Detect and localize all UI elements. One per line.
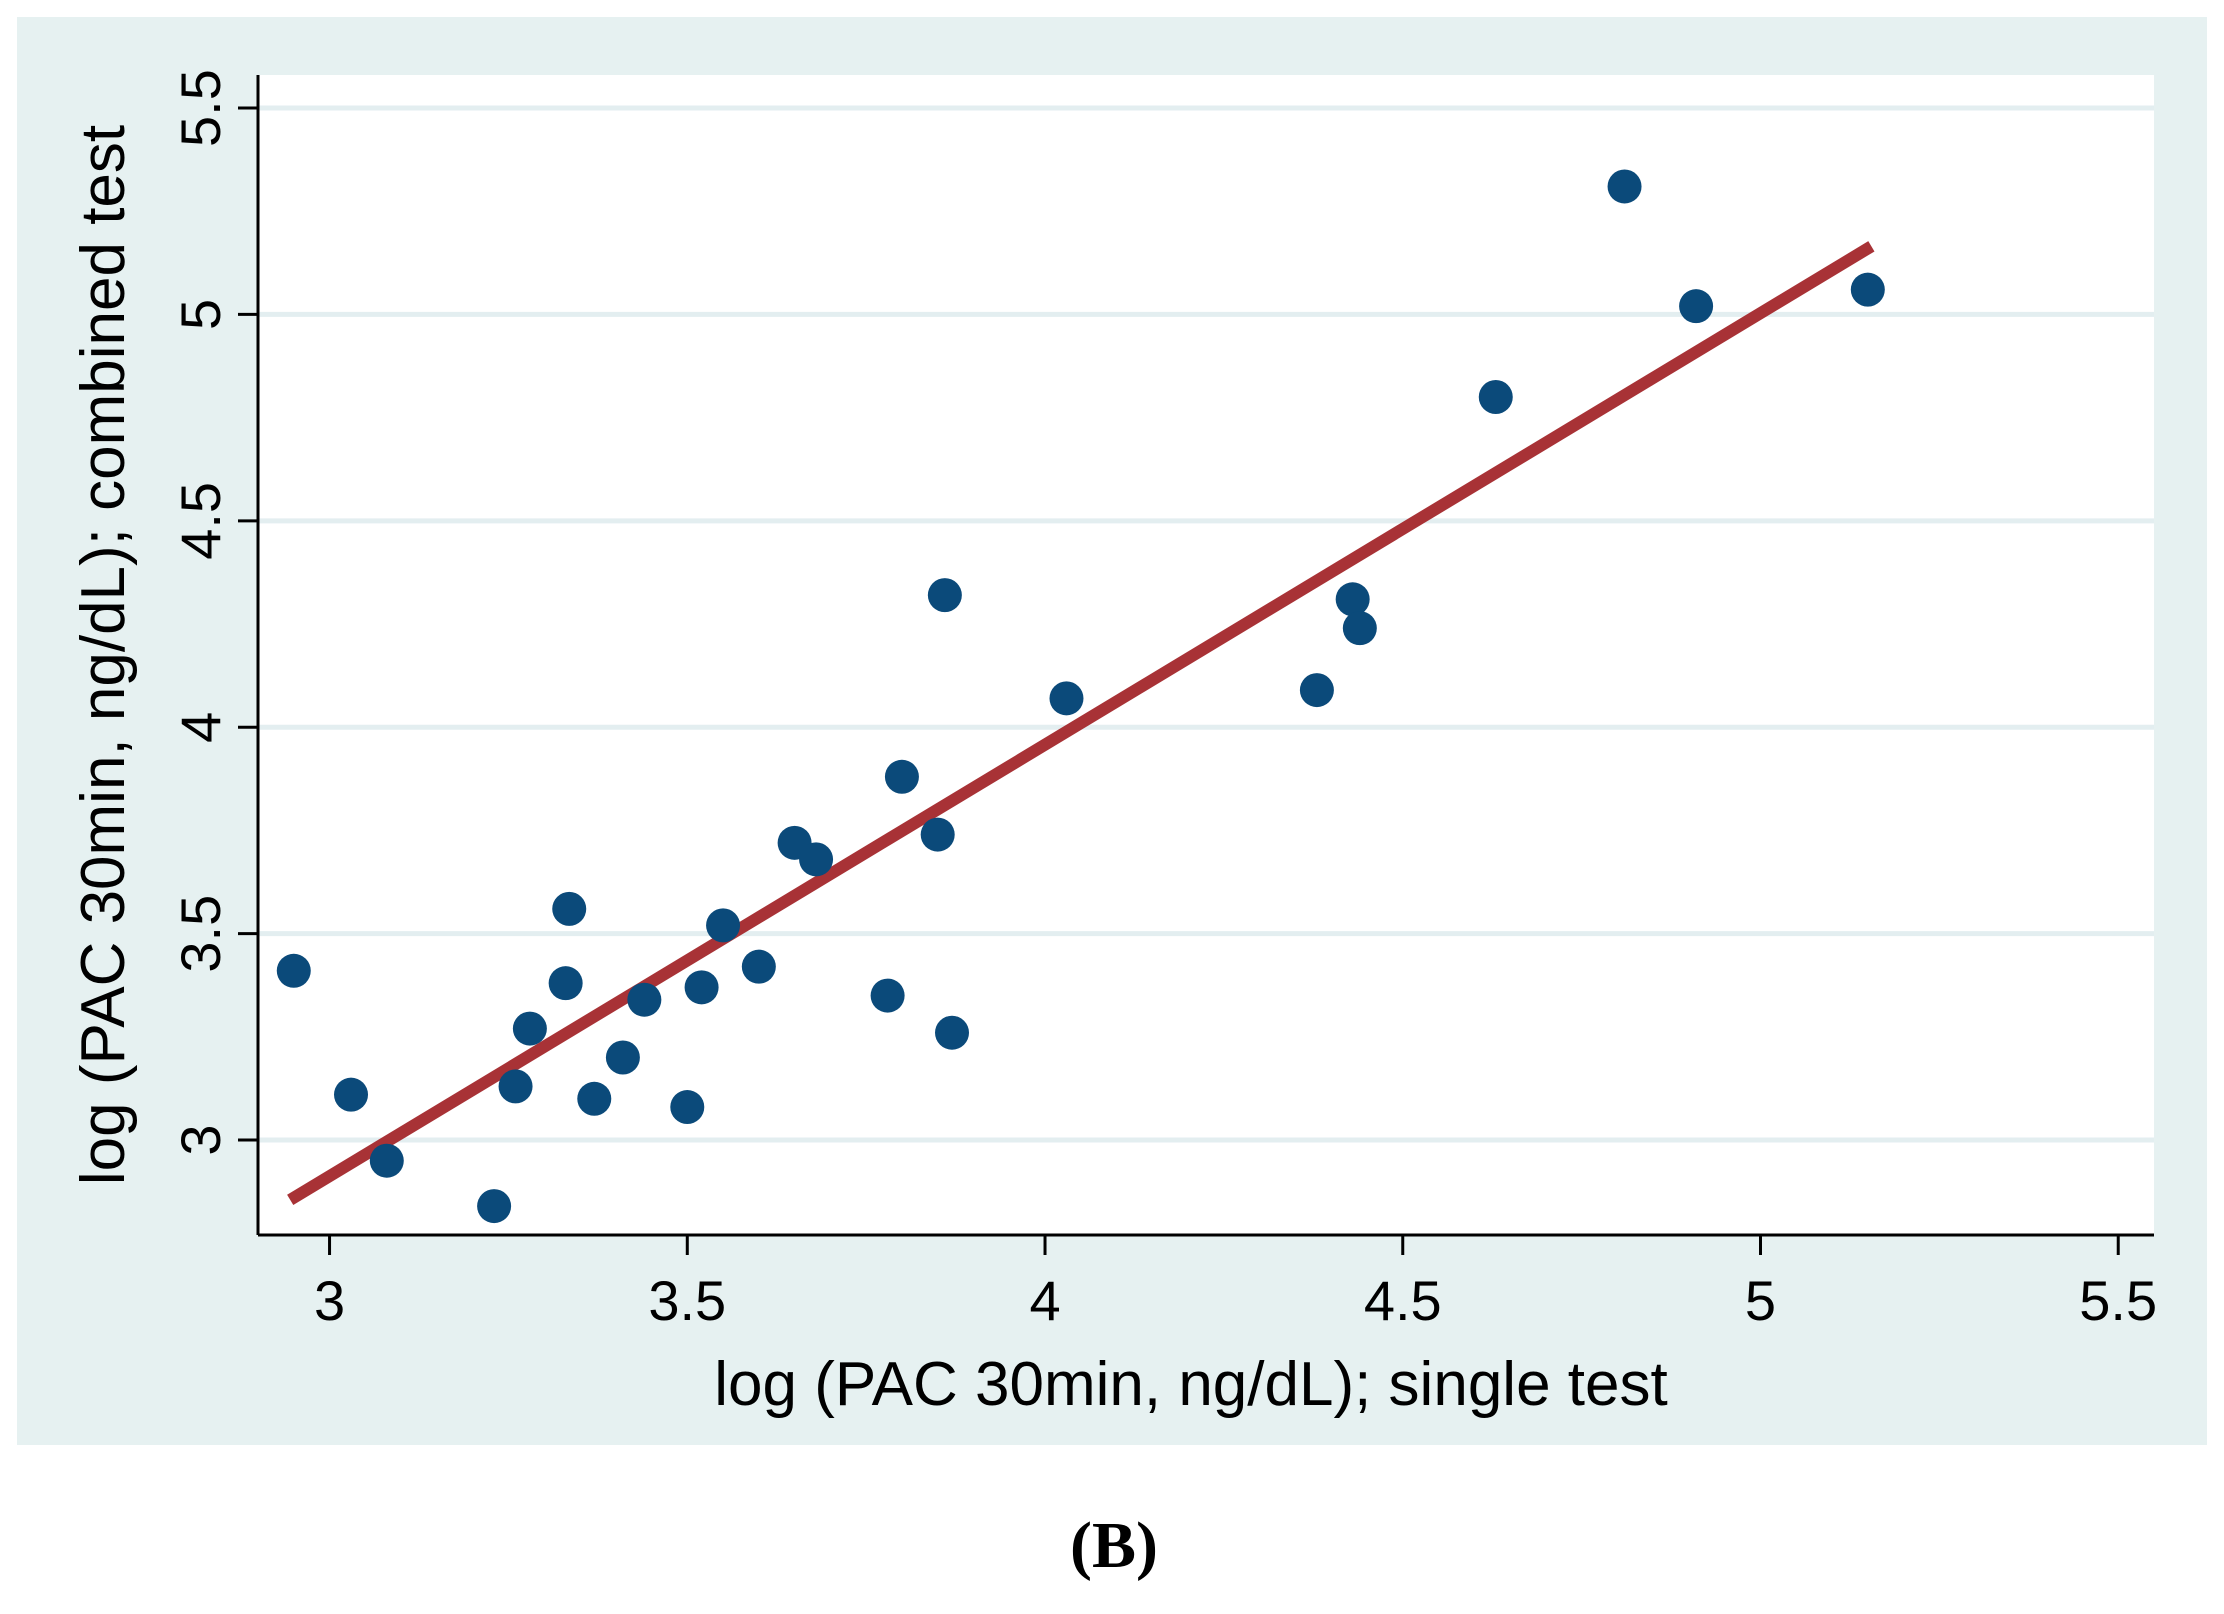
data-point-13 [706, 908, 741, 943]
data-point-1 [334, 1077, 369, 1112]
x-tick-label-3: 4.5 [1364, 1269, 1442, 1332]
x-tick-label-0: 3 [314, 1269, 345, 1332]
data-point-27 [1607, 169, 1642, 204]
data-point-20 [927, 578, 962, 613]
data-point-7 [552, 891, 587, 926]
data-point-18 [884, 759, 919, 794]
data-point-23 [1299, 673, 1334, 708]
data-point-25 [1342, 611, 1377, 646]
data-point-19 [920, 817, 955, 852]
fit-line-layer [287, 241, 1875, 1206]
fit-line [287, 241, 1875, 1206]
y-tick-label-1: 3.5 [169, 895, 232, 973]
data-point-12 [684, 970, 719, 1005]
data-point-8 [577, 1081, 612, 1116]
y-tick-label-3: 4.5 [169, 482, 232, 560]
data-point-6 [548, 966, 583, 1001]
data-point-9 [605, 1040, 640, 1075]
data-point-26 [1478, 379, 1513, 414]
y-tick-label-5: 5.5 [169, 69, 232, 147]
data-point-29 [1850, 272, 1885, 307]
data-point-22 [1049, 681, 1084, 716]
data-point-11 [670, 1090, 705, 1125]
x-tick-label-4: 5 [1745, 1269, 1776, 1332]
x-axis-label: log (PAC 30min, ng/dL); single test [714, 1350, 1667, 1419]
x-tick-label-5: 5.5 [2079, 1269, 2157, 1332]
data-point-28 [1679, 289, 1714, 324]
grid-layer [258, 105, 2154, 1143]
data-point-10 [627, 982, 662, 1017]
data-point-4 [498, 1069, 533, 1104]
y-tick-label-0: 3 [169, 1124, 232, 1155]
y-tick-label-4: 5 [169, 299, 232, 330]
y-axis-label: log (PAC 30min, ng/dL); combined test [69, 125, 138, 1185]
data-point-21 [935, 1015, 970, 1050]
axis-layer: 3 3.5 4 4.5 5 5.5 3 3.5 4 4.5 5 5.5 [169, 69, 2157, 1332]
data-point-16 [799, 842, 834, 877]
data-point-0 [276, 953, 311, 988]
data-point-17 [870, 978, 905, 1013]
data-point-3 [477, 1189, 512, 1224]
data-point-14 [741, 949, 776, 984]
point-layer [276, 169, 1885, 1224]
data-point-24 [1335, 582, 1370, 617]
y-tick-label-2: 4 [169, 712, 232, 743]
data-point-5 [512, 1011, 547, 1046]
data-point-2 [369, 1143, 404, 1178]
panel-label: (B) [1070, 1509, 1158, 1582]
x-tick-label-1: 3.5 [648, 1269, 726, 1332]
x-tick-label-2: 4 [1029, 1269, 1060, 1332]
